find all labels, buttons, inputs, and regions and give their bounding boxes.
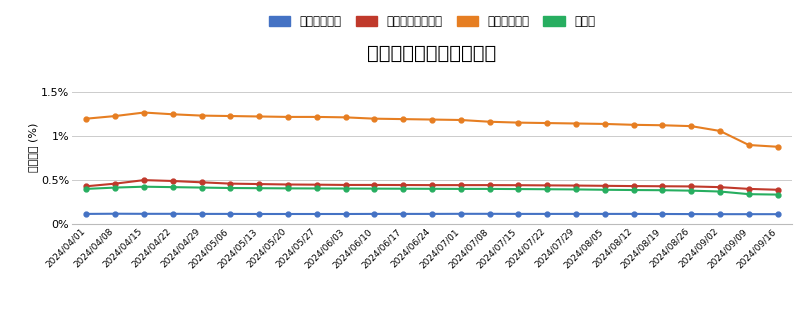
Y-axis label: 貸株金利 (%): 貸株金利 (%) — [28, 123, 38, 172]
Legend: 東証プライム, 東証スタンダード, 東証グロース, 全市場: 東証プライム, 東証スタンダード, 東証グロース, 全市場 — [266, 12, 598, 32]
Title: 市場別平均貸株金利推移: 市場別平均貸株金利推移 — [367, 44, 497, 63]
